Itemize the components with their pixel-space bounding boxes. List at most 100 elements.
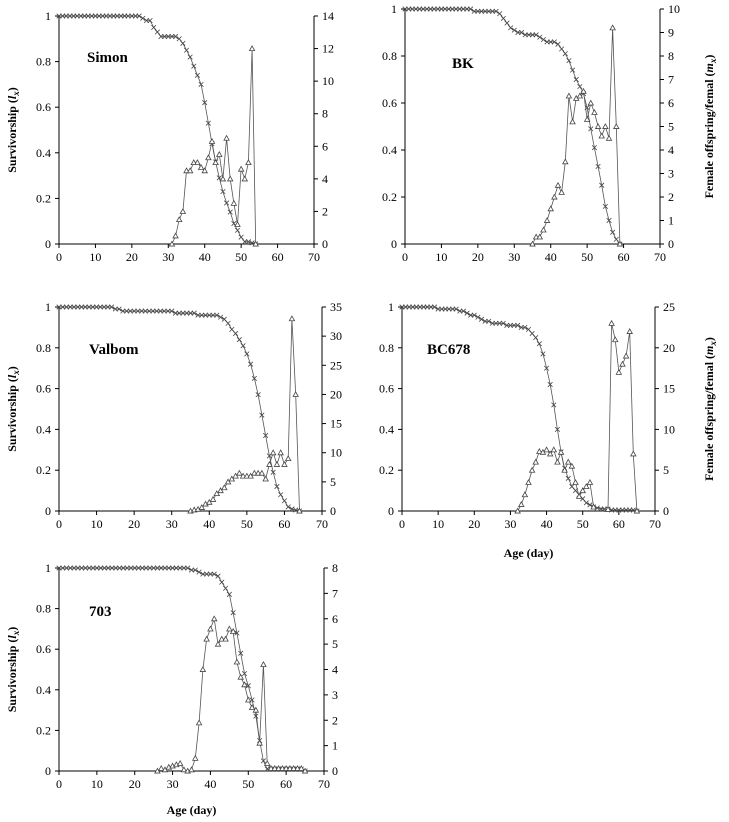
data-point-mx — [241, 681, 248, 688]
data-point-lx — [482, 8, 488, 14]
y-tick-label-right: 1 — [668, 214, 674, 228]
data-point-lx — [227, 209, 233, 215]
y2-axis-label-text: Female offspring/femal ( — [702, 355, 716, 481]
data-point-mx — [198, 504, 206, 510]
data-point-mx — [622, 352, 630, 359]
x-tick-label: 70 — [318, 777, 330, 791]
x-tick-label: 40 — [204, 777, 216, 791]
data-point-lx — [606, 217, 612, 224]
y-axis-label-close: ) — [5, 87, 19, 91]
data-point-lx — [453, 306, 459, 312]
data-point-lx — [431, 304, 438, 310]
data-point-lx — [548, 39, 554, 45]
y-tick-label-right: 8 — [668, 49, 674, 63]
data-point-mx — [258, 469, 266, 476]
data-point-lx — [263, 432, 269, 439]
data-point-lx — [127, 308, 133, 314]
data-point-mx — [241, 175, 249, 182]
data-point-mx — [286, 765, 294, 771]
data-point-lx — [206, 312, 212, 318]
data-point-lx — [500, 15, 506, 21]
data-point-mx — [281, 460, 288, 467]
data-point-mx — [277, 449, 284, 456]
data-point-lx — [93, 304, 100, 310]
x-tick-label: 10 — [91, 777, 103, 791]
data-point-lx — [169, 308, 175, 314]
data-point-lx — [522, 324, 528, 330]
data-point-lx — [278, 492, 284, 498]
y-tick-label-left: 1 — [45, 561, 51, 575]
data-point-mx — [239, 472, 247, 479]
data-point-lx — [207, 571, 214, 577]
data-point-lx — [94, 565, 100, 571]
data-point-lx — [67, 565, 73, 571]
data-point-lx — [75, 565, 81, 571]
data-point-lx — [124, 565, 130, 571]
data-point-mx — [576, 92, 584, 99]
data-point-lx — [489, 8, 496, 14]
data-point-mx — [197, 164, 205, 170]
data-point-lx — [176, 36, 182, 42]
data-point-lx — [100, 13, 106, 19]
y-axis-label-symbol: l — [5, 374, 19, 378]
data-point-lx — [230, 610, 236, 616]
data-point-lx — [438, 6, 445, 12]
data-point-lx — [200, 571, 206, 577]
y-tick-label-right: 2 — [332, 713, 338, 727]
x-axis-label: Age (day) — [167, 803, 217, 817]
y-tick-label-left: 1 — [391, 2, 397, 16]
y-axis-label-right: Female offspring/femal (mx) — [702, 55, 718, 199]
y-tick-label-right: 2 — [668, 190, 674, 204]
data-point-lx — [214, 312, 220, 318]
y-tick-label-right: 7 — [332, 586, 338, 600]
data-point-mx — [262, 475, 269, 482]
data-point-lx — [464, 6, 470, 12]
data-point-lx — [105, 304, 111, 310]
data-point-lx — [475, 314, 481, 320]
data-point-lx — [169, 33, 175, 40]
data-point-lx — [289, 506, 295, 512]
panel-title: Valbom — [89, 342, 139, 358]
y-tick-label-left: 0.2 — [382, 190, 397, 204]
data-point-mx — [598, 132, 605, 139]
data-point-mx — [210, 615, 218, 622]
y-tick-label-right: 8 — [332, 561, 338, 575]
y-tick-label-left: 0.2 — [36, 463, 51, 477]
x-tick-label: 40 — [541, 517, 553, 531]
data-point-lx — [109, 304, 115, 310]
data-point-lx — [121, 13, 128, 19]
x-tick-label: 0 — [56, 777, 62, 791]
x-tick-label: 30 — [508, 250, 520, 264]
data-point-lx — [125, 13, 131, 19]
data-point-mx — [594, 123, 602, 129]
data-point-mx — [633, 507, 641, 514]
data-point-lx — [460, 308, 467, 314]
panel-title: 703 — [89, 604, 112, 620]
data-point-mx — [604, 505, 612, 512]
y-tick-label-left: 0 — [45, 237, 51, 251]
y-tick-label-left: 0.4 — [36, 146, 51, 160]
data-point-lx — [107, 13, 113, 19]
data-point-mx — [226, 175, 234, 182]
data-point-mx — [203, 635, 210, 642]
data-point-lx — [116, 306, 122, 312]
data-point-lx — [223, 200, 230, 206]
data-point-lx — [158, 565, 164, 571]
data-point-mx — [251, 469, 258, 476]
y-tick-label-right: 3 — [332, 688, 338, 702]
data-point-lx — [599, 182, 605, 188]
data-point-lx — [240, 343, 246, 349]
y-tick-label-left: 0.4 — [382, 143, 397, 157]
data-point-lx — [222, 585, 229, 591]
x-tick-label: 60 — [278, 517, 290, 531]
data-point-lx — [569, 67, 576, 73]
data-point-lx — [233, 330, 239, 337]
y-tick-label-left: 0.6 — [36, 382, 51, 396]
data-point-lx — [56, 565, 62, 571]
data-point-lx — [234, 227, 241, 233]
data-point-lx — [120, 565, 126, 571]
y-tick-label-right: 4 — [322, 172, 328, 186]
data-point-lx — [427, 6, 434, 12]
data-point-mx — [292, 391, 299, 397]
data-point-lx — [90, 565, 96, 571]
